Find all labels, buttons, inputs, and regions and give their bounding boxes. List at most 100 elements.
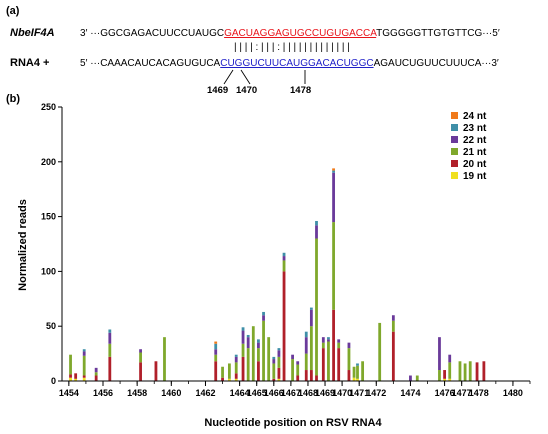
bottom-sequence: 5′ ···CAAACAUCACAGUGUCACUGGUCUUCAUGGACAC… [80,58,499,69]
bar-28-22nt [332,172,335,223]
panel-b-label: (b) [6,93,20,105]
x-tick-label-1466: 1466 [264,388,284,398]
bar-25-21nt [315,238,318,376]
bar-18-20nt [272,378,276,381]
bar-32-21nt [356,365,359,379]
x-tick-label-1476: 1476 [435,388,455,398]
bar-27-23nt [327,337,330,340]
bar-9-20nt [221,377,224,381]
bar-25-23nt [315,220,318,226]
x-tick-label-1480: 1480 [503,388,523,398]
legend-swatch-24nt [451,112,458,119]
bottom-sequence-prefix: 5′ ···CAAACAUCACAGUGUCA [80,58,221,69]
y-tick-label-100: 100 [41,266,56,276]
x-tick-label-1471: 1471 [349,388,369,398]
bar-19-22nt [277,350,281,357]
legend-label-20nt: 20 nt [463,159,487,170]
legend-swatch-22nt [451,136,458,143]
bar-21-21nt [291,359,294,381]
bar-8-22nt [214,349,218,355]
bar-35-21nt [391,320,395,332]
bar-19-23nt [277,348,281,351]
x-tick-label-1462: 1462 [195,388,215,398]
legend-swatch-19nt [451,172,458,179]
legend-label-19nt: 19 nt [463,171,487,182]
bar-4-21nt [108,343,112,357]
bar-1-20nt [74,373,78,379]
bar-5-20nt [139,362,142,381]
x-tick-label-1467: 1467 [281,388,301,398]
bar-5-21nt [139,352,142,363]
bar-11-22nt [234,356,238,363]
bar-17-21nt [267,337,271,381]
bar-41-21nt [458,361,462,381]
bar-13-22nt [246,337,250,349]
bar-38-22nt [438,337,441,371]
legend-label-22nt: 22 nt [463,135,487,146]
bar-23-23nt [304,331,308,338]
bar-12-20nt [241,356,245,381]
y-tick-label-50: 50 [46,321,56,331]
bottom-sequence-highlight: CUGGUCUUCAUGGACACUGGC [220,58,373,69]
panel-a: (a) NbeIF4A 3′ ···GGCGAGACUUCCUAUGCGACUA… [6,5,500,96]
bar-28-20nt [332,309,335,381]
bar-37-21nt [415,375,419,381]
bar-0-20nt [69,374,72,378]
y-tick-label-0: 0 [51,376,56,386]
bar-11-20nt [234,373,238,379]
bar-24-21nt [309,326,313,371]
x-tick-label-1465: 1465 [247,388,267,398]
bar-12-23nt [241,327,245,331]
bar-19-19nt [277,378,281,381]
bar-3-20nt [94,375,98,381]
bar-5-22nt [139,349,142,353]
bar-15-22nt [257,342,260,349]
x-tick-label-1478: 1478 [469,388,489,398]
bar-39-20nt [443,370,446,379]
bar-8-21nt [214,354,218,362]
bar-7-21nt [163,337,166,381]
bar-10-21nt [227,363,231,379]
bar-27-21nt [327,341,330,381]
bar-40-22nt [448,354,452,363]
bar-26-20nt [321,348,325,381]
bar-29-22nt [337,339,341,343]
bar-1-19nt [74,378,78,381]
x-tick-label-1456: 1456 [93,388,113,398]
bar-9-21nt [221,366,224,378]
bar-4-20nt [108,356,112,381]
bar-35-22nt [391,315,395,321]
bar-3-21nt [94,372,98,376]
bar-19-20nt [277,367,281,379]
bar-15-20nt [257,361,260,381]
legend-label-21nt: 21 nt [463,147,487,158]
bar-24-20nt [309,370,313,381]
legend-label-23nt: 23 nt [463,123,487,134]
panel-a-label: (a) [6,5,20,17]
bar-13-21nt [246,348,250,381]
pointer-line-1470 [240,69,251,85]
bar-22-21nt [296,364,300,376]
x-tick-label-1454: 1454 [59,388,79,398]
position-mark-1470: 1470 [236,85,257,96]
bar-20-23nt [282,252,286,257]
bar-23-21nt [304,353,308,371]
bar-31-21nt [352,366,356,378]
bar-0-19nt [69,377,72,381]
x-tick-label-1470: 1470 [332,388,352,398]
bar-30-20nt [347,370,351,381]
y-tick-label-200: 200 [41,157,56,167]
top-sequence: 3′ ···GGCGAGACUUCCUAUGCGACUAGGAGUGCCUGUG… [80,28,500,39]
bar-18-23nt [272,356,276,360]
bar-16-22nt [262,315,265,321]
bar-29-20nt [337,348,341,381]
legend-swatch-21nt [451,148,458,155]
bar-23-20nt [304,370,308,381]
bar-32-23nt [356,363,359,366]
bar-16-23nt [262,311,265,316]
bar-8-23nt [214,343,218,350]
position-mark-1478: 1478 [290,85,311,96]
bar-4-23nt [108,329,112,333]
